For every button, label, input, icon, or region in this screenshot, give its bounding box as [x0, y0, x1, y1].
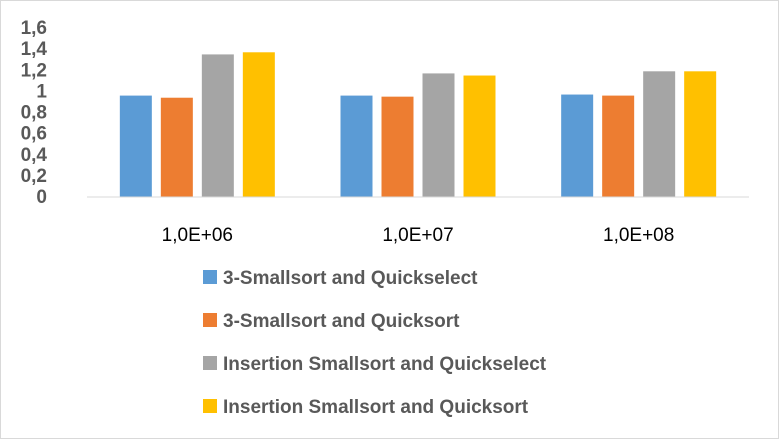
- bar: [242, 52, 275, 198]
- x-tick-label: 1,0E+06: [162, 225, 233, 246]
- bar: [684, 71, 717, 197]
- y-tick-label: 1,6: [21, 18, 47, 39]
- legend-swatch: [203, 270, 217, 284]
- bar: [422, 73, 455, 197]
- y-tick-label: 1: [36, 81, 47, 102]
- legend: 3-Smallsort and Quickselect 3-Smallsort a…: [203, 268, 547, 418]
- bar: [160, 97, 193, 197]
- legend-swatch: [203, 356, 217, 370]
- x-axis-tick-labels: 1,0E+06 1,0E+07 1,0E+08: [162, 225, 675, 246]
- bar: [381, 96, 414, 197]
- y-tick-label: 1,4: [21, 39, 48, 60]
- legend-label: 3-Smallsort and Quickselect: [223, 268, 478, 289]
- x-tick-label: 1,0E+07: [382, 225, 453, 246]
- bar: [602, 95, 635, 197]
- bar: [463, 75, 496, 197]
- bar: [119, 95, 152, 197]
- bar: [340, 95, 373, 197]
- bar: [561, 94, 594, 197]
- y-tick-label: 0,6: [21, 124, 47, 145]
- y-tick-label: 0,2: [21, 166, 47, 187]
- legend-label: Insertion Smallsort and Quickselect: [223, 354, 547, 375]
- bar: [643, 71, 676, 197]
- legend-swatch: [203, 313, 217, 327]
- bars-group: [119, 52, 717, 198]
- legend-label: Insertion Smallsort and Quicksort: [223, 397, 529, 418]
- y-tick-label: 0: [36, 187, 47, 208]
- bar: [201, 54, 234, 197]
- legend-swatch: [203, 399, 217, 413]
- y-tick-label: 0,8: [21, 103, 47, 124]
- legend-label: 3-Smallsort and Quicksort: [223, 311, 460, 332]
- y-tick-label: 0,4: [21, 145, 48, 166]
- y-tick-label: 1,2: [21, 60, 47, 81]
- y-axis-tick-labels: 00,20,40,60,811,21,41,6: [21, 18, 48, 208]
- x-tick-label: 1,0E+08: [603, 225, 674, 246]
